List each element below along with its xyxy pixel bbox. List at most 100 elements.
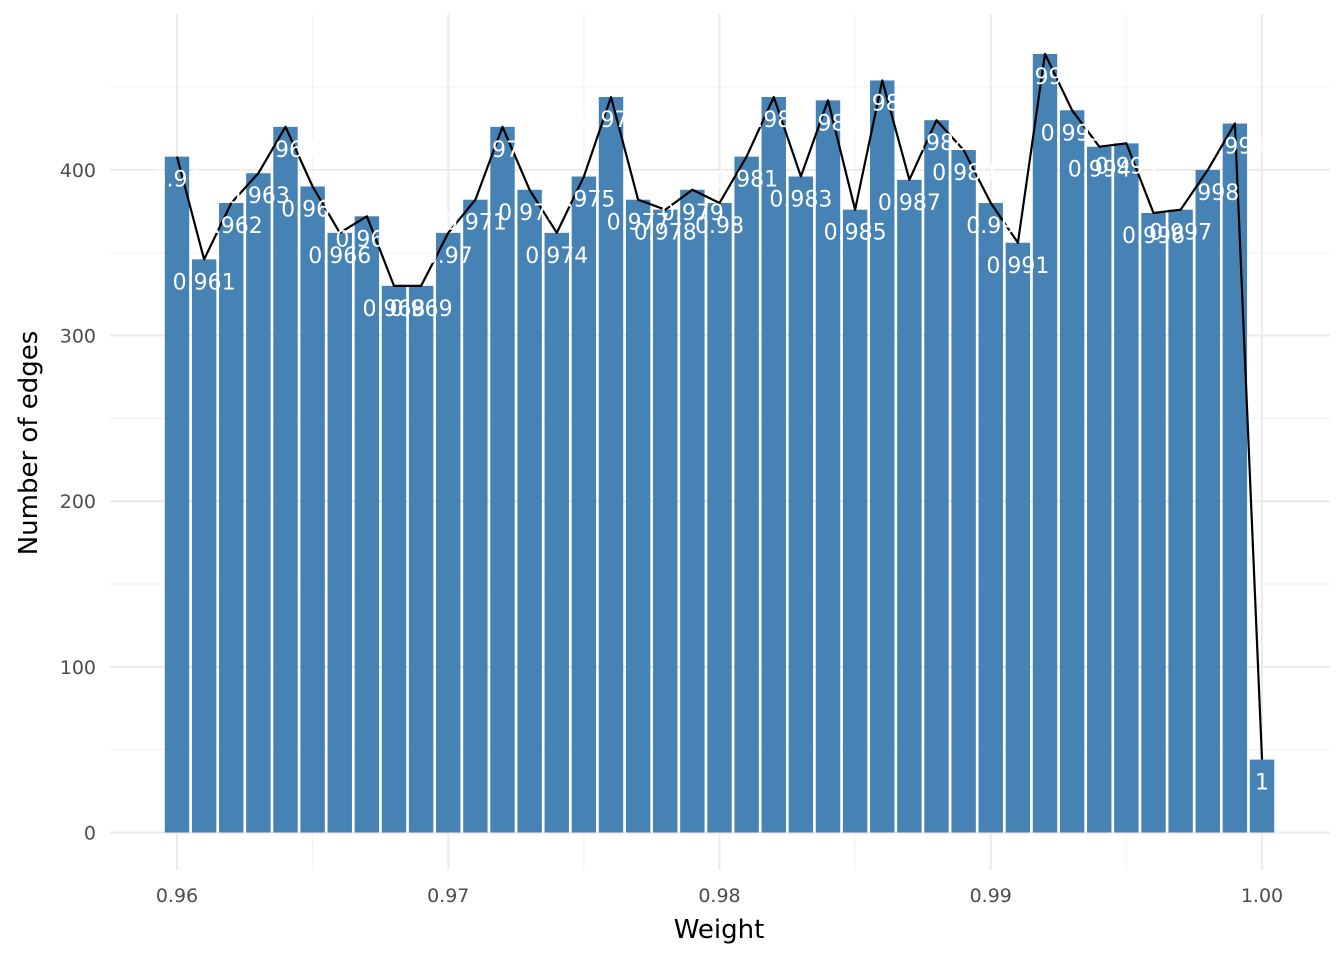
histogram-bar — [408, 285, 434, 833]
x-tick-label: 0.96 — [156, 885, 198, 907]
count-line — [175, 52, 1264, 760]
bar-weight-label: 0.997 — [1149, 221, 1212, 246]
y-tick-label: 100 — [60, 657, 96, 679]
bar-weight-label: 0.966 — [308, 244, 371, 269]
bar-weight-label: 0.96 — [153, 168, 202, 193]
histogram-bar — [436, 232, 461, 833]
bar-weight-label: 0.972 — [471, 138, 534, 163]
histogram-bar — [517, 189, 542, 833]
y-tick-label: 0 — [84, 823, 96, 845]
histogram-bar — [788, 176, 814, 833]
histogram-bar — [571, 176, 597, 833]
bar-weight-label: 0.961 — [173, 270, 236, 295]
histogram-bar — [381, 285, 407, 833]
bar-weight-label: 0.996 — [1122, 224, 1185, 249]
bar-weight-label: 0.994 — [1068, 158, 1131, 183]
histogram-bar — [1005, 242, 1031, 833]
bar-weight-label: 0.973 — [498, 201, 561, 226]
histogram-bar — [300, 186, 325, 833]
bar-weight-label: 0.984 — [797, 111, 860, 136]
bar-weight-label: 0.982 — [742, 108, 805, 133]
histogram-bar — [870, 80, 895, 833]
bar-weight-label: 0.988 — [905, 131, 968, 156]
bar-weight-label: 0.975 — [552, 188, 615, 213]
histogram-bar — [1087, 146, 1112, 833]
bar-weight-label: 0.962 — [200, 214, 263, 239]
histogram-bar — [354, 216, 380, 833]
bar-weight-label: 0.981 — [715, 168, 778, 193]
histogram-bar — [1222, 123, 1248, 833]
bar-weight-label: 0.965 — [281, 197, 344, 222]
histogram-bar — [327, 232, 352, 833]
bar-weight-label: 0.993 — [1041, 121, 1104, 146]
histogram-bar — [1114, 143, 1139, 833]
bar-weight-label: 0.968 — [363, 297, 426, 322]
bar-weight-label: 0.99 — [966, 214, 1015, 239]
bar-weight-label: 0.995 — [1095, 154, 1158, 179]
histogram-bar — [951, 150, 976, 833]
histogram-bar — [1249, 759, 1275, 833]
bar-weight-label: 0.987 — [878, 191, 941, 216]
bar-weight-label: 0.964 — [254, 138, 317, 163]
bar-weight-label: 0.979 — [661, 201, 724, 226]
y-tick-label: 300 — [60, 326, 96, 348]
bar-weight-label: 0.963 — [227, 184, 290, 209]
bar-weight-label: 0.989 — [932, 161, 995, 186]
bar-weight-label: 0.97 — [424, 244, 473, 269]
bar-weight-label: 0.971 — [444, 211, 507, 236]
x-tick-label: 0.99 — [970, 885, 1012, 907]
histogram-bar — [1168, 209, 1193, 833]
bar-weight-label: 0.976 — [580, 108, 643, 133]
bar-weight-label: 0.983 — [769, 188, 832, 213]
bar-weight-label: 1 — [1255, 771, 1269, 796]
bar-weight-label: 0.969 — [390, 297, 453, 322]
bar-weight-label: 0.98 — [695, 214, 744, 239]
y-axis-title: Number of edges — [14, 331, 44, 556]
histogram-bar — [544, 232, 569, 833]
y-tick-label: 200 — [60, 491, 96, 513]
histogram-bar — [1195, 169, 1220, 833]
histogram-bar — [1032, 53, 1058, 833]
histogram-bar — [653, 209, 678, 833]
bars-layer — [164, 53, 1275, 833]
bar-weight-label: 0.999 — [1203, 135, 1266, 160]
histogram-bar — [924, 120, 949, 833]
bar-weight-label: 0.974 — [525, 244, 588, 269]
line-layer — [175, 52, 1264, 760]
histogram-bar — [246, 173, 271, 833]
histogram-bar — [978, 203, 1003, 833]
x-tick-label: 0.98 — [698, 885, 740, 907]
histogram-bar — [273, 126, 298, 833]
histogram-bar — [164, 156, 190, 833]
histogram-bar — [463, 199, 488, 833]
x-axis-title: Weight — [674, 915, 765, 945]
histogram-bar — [815, 100, 841, 833]
histogram-bar — [598, 97, 624, 833]
histogram-bar — [490, 126, 515, 833]
bar-weight-label: 0.977 — [607, 211, 670, 236]
bar-weight-label: 0.986 — [851, 91, 914, 116]
bar-weight-label: 0.992 — [1014, 65, 1077, 90]
histogram-bar — [625, 199, 651, 833]
histogram-bar — [761, 97, 786, 833]
bar-weight-label: 0.985 — [824, 221, 887, 246]
axes-layer: 0.96 0.97 0.98 0.99 1.00 0 100 200 300 400 — [60, 160, 1283, 907]
bar-weight-label: 0.967 — [335, 227, 398, 252]
x-tick-label: 1.00 — [1241, 885, 1283, 907]
histogram-bar — [707, 203, 732, 833]
histogram-bar — [842, 209, 868, 833]
bar-weight-label: 0.998 — [1176, 181, 1239, 206]
histogram-bar — [1059, 110, 1085, 833]
histogram-bar — [897, 179, 922, 833]
x-tick-label: 0.97 — [427, 885, 469, 907]
histogram-bar — [680, 189, 705, 833]
histogram-bar — [219, 203, 244, 833]
bar-weight-label: 0.991 — [986, 254, 1049, 279]
histogram-bar — [1141, 212, 1166, 833]
y-tick-label: 400 — [60, 160, 96, 182]
bar-weight-label: 0.978 — [634, 221, 697, 246]
histogram-bar — [191, 259, 217, 833]
